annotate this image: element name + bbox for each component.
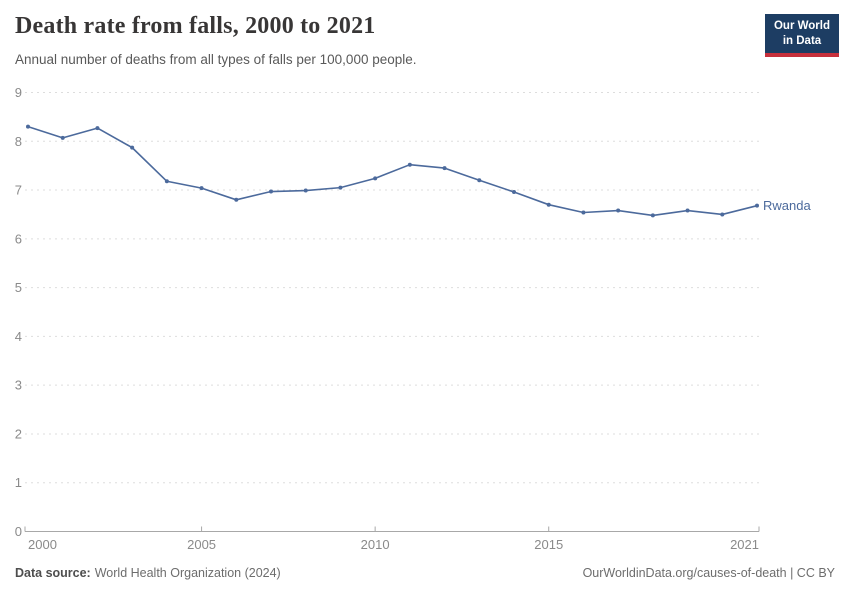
data-source-label: Data source: (15, 566, 91, 580)
series-line[interactable] (27, 125, 758, 217)
y-axis-tick-label: 6 (15, 231, 22, 246)
data-point[interactable] (442, 166, 447, 171)
data-source: Data source: World Health Organization (2… (15, 566, 281, 580)
data-point[interactable] (95, 126, 100, 131)
data-point[interactable] (546, 202, 551, 207)
data-point[interactable] (512, 190, 516, 195)
data-point[interactable] (616, 208, 621, 213)
data-point[interactable] (269, 189, 273, 194)
data-point[interactable] (26, 124, 30, 129)
x-axis-tick-label: 2010 (361, 537, 390, 552)
owid-logo: Our World in Data (765, 14, 839, 57)
data-point[interactable] (234, 197, 239, 202)
x-axis-tick-label: 2000 (28, 537, 57, 552)
y-axis-tick-label: 0 (15, 524, 22, 539)
y-axis-tick-label: 9 (15, 85, 22, 100)
y-axis-tick-label: 2 (15, 426, 22, 441)
data-source-text: World Health Organization (2024) (94, 566, 281, 580)
data-point[interactable] (199, 186, 204, 191)
data-point[interactable] (685, 208, 690, 213)
data-point[interactable] (303, 188, 308, 193)
owid-logo-line1: Our World (773, 20, 830, 32)
y-axis-tick-label: 1 (15, 475, 22, 490)
x-axis-tick-label: 2005 (187, 537, 216, 552)
y-axis-tick-label: 7 (15, 183, 22, 198)
attribution[interactable]: OurWorldinData.org/causes-of-death | CC … (582, 566, 835, 580)
data-point[interactable] (373, 176, 378, 181)
y-axis-tick-label: 3 (15, 378, 22, 393)
data-point[interactable] (720, 212, 725, 217)
x-axis-tick-label: 2015 (534, 537, 563, 552)
data-point[interactable] (477, 178, 482, 183)
chart-subtitle: Annual number of deaths from all types o… (15, 52, 417, 67)
x-axis-tick-label: 2021 (730, 537, 759, 552)
y-axis-tick-label: 5 (15, 280, 22, 295)
data-point[interactable] (581, 210, 586, 215)
data-point[interactable] (650, 213, 655, 218)
data-point[interactable] (60, 135, 65, 140)
page-title: Death rate from falls, 2000 to 2021 (15, 13, 376, 39)
data-point[interactable] (164, 179, 169, 184)
series-end-label[interactable]: Rwanda (763, 198, 811, 213)
y-axis-tick-label: 4 (15, 329, 22, 344)
data-point[interactable] (338, 185, 343, 190)
data-point[interactable] (407, 162, 412, 167)
owid-logo-line2: in Data (782, 34, 822, 47)
data-point[interactable] (755, 203, 759, 208)
chart-footer: Data source: World Health Organization (2… (15, 566, 835, 580)
y-axis-tick-label: 8 (15, 134, 22, 149)
data-point[interactable] (130, 145, 135, 150)
